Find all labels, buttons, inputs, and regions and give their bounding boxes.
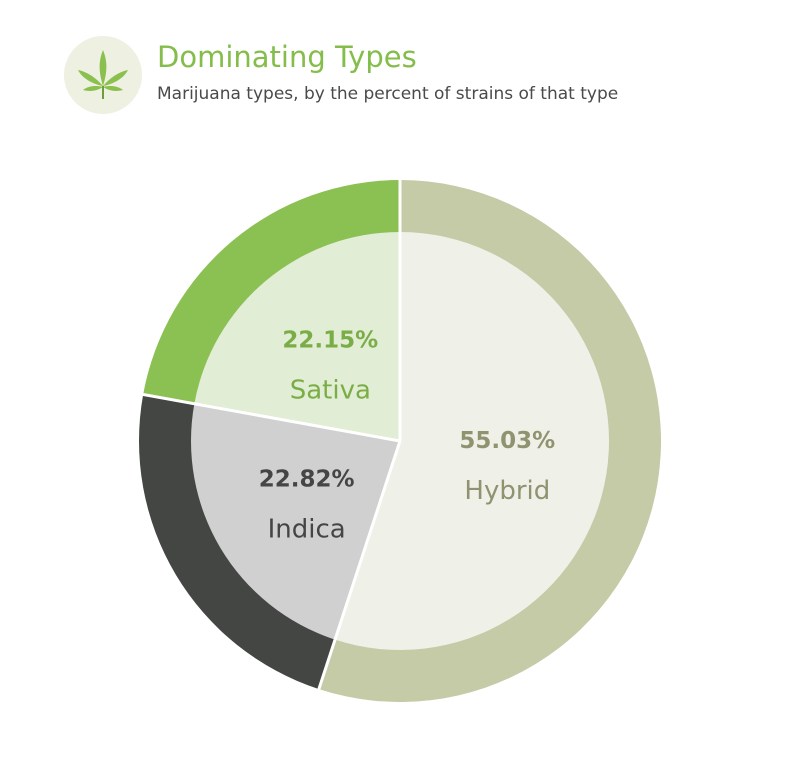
slice-value-label-hybrid: 55.03% (459, 428, 555, 454)
slice-separator (316, 440, 402, 692)
slice-separator (140, 392, 401, 443)
slice-category-label-indica: Indica (268, 515, 346, 545)
chart-title: Dominating Types (157, 40, 417, 74)
slice-value-label-indica: 22.82% (259, 467, 355, 493)
pie-inner-slice-hybrid (335, 232, 609, 651)
pie-inner-slice-sativa (194, 232, 400, 441)
slice-category-label-sativa: Sativa (290, 376, 371, 406)
chart-subtitle: Marijuana types, by the percent of strai… (157, 84, 619, 104)
logo-badge (64, 36, 142, 114)
slice-value-label-sativa: 22.15% (282, 328, 378, 354)
chart-header: Dominating Types Marijuana types, by the… (64, 36, 764, 116)
pie-inner-slice-indica (190, 403, 400, 640)
cannabis-leaf-icon (78, 50, 128, 99)
slice-category-label-hybrid: Hybrid (464, 476, 550, 506)
